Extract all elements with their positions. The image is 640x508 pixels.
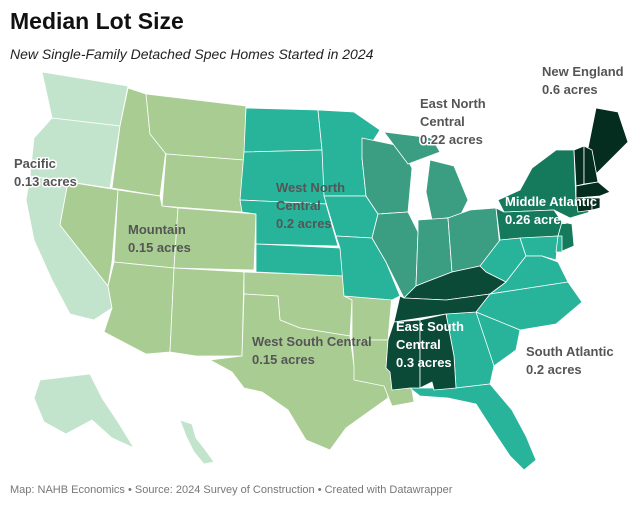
region-east-north-central[interactable] bbox=[361, 131, 501, 299]
state-wyoming bbox=[161, 153, 245, 213]
label-esc-value: 0.3 acres bbox=[396, 355, 452, 370]
page-title: Median Lot Size bbox=[10, 8, 184, 34]
label-wnc-name-1: West North bbox=[276, 180, 345, 195]
label-mountain-name: Mountain bbox=[128, 222, 186, 237]
state-vermont bbox=[573, 145, 585, 187]
label-new-england-name: New England bbox=[542, 64, 624, 79]
state-south-dakota bbox=[239, 149, 327, 205]
label-south-atlantic-value: 0.2 acres bbox=[526, 362, 582, 377]
region-west-south-central[interactable] bbox=[209, 271, 415, 451]
region-middle-atlantic[interactable] bbox=[495, 149, 591, 253]
region-pacific[interactable] bbox=[25, 71, 215, 465]
label-middle-atlantic-value: 0.26 acres bbox=[505, 212, 568, 227]
state-washington bbox=[41, 71, 129, 127]
label-new-england-value: 0.6 acres bbox=[542, 82, 598, 97]
state-colorado bbox=[173, 207, 257, 271]
state-rhode-island bbox=[591, 197, 601, 211]
state-alaska bbox=[33, 373, 135, 449]
region-mountain[interactable] bbox=[59, 87, 257, 357]
label-wnc-name-2: Central bbox=[276, 198, 321, 213]
label-esc-name-2: Central bbox=[396, 337, 441, 352]
region-east-south-central[interactable] bbox=[385, 265, 507, 391]
page-subtitle: New Single-Family Detached Spec Homes St… bbox=[10, 46, 374, 62]
label-esc-name-1: East South bbox=[396, 319, 464, 334]
state-kansas bbox=[255, 243, 345, 277]
state-arizona bbox=[103, 261, 175, 355]
label-enc-name-2: Central bbox=[420, 114, 465, 129]
state-florida bbox=[409, 383, 537, 471]
state-nevada bbox=[59, 181, 119, 287]
label-middle-atlantic-name: Middle Atlantic bbox=[505, 194, 597, 209]
label-wsc-value: 0.15 acres bbox=[252, 352, 315, 367]
label-enc-value: 0.22 acres bbox=[420, 132, 483, 147]
state-hawaii bbox=[179, 419, 215, 465]
region-south-atlantic[interactable] bbox=[409, 235, 583, 471]
label-enc-name-1: East North bbox=[420, 96, 486, 111]
us-region-map: Pacific 0.13 acres Mountain 0.15 acres W… bbox=[13, 63, 629, 471]
label-pacific-name: Pacific bbox=[14, 156, 56, 171]
state-alabama bbox=[419, 313, 457, 391]
state-delaware bbox=[555, 235, 563, 253]
state-north-dakota bbox=[243, 107, 323, 153]
label-south-atlantic-name: South Atlantic bbox=[526, 344, 614, 359]
state-tennessee bbox=[393, 293, 491, 323]
state-texas bbox=[209, 293, 389, 451]
label-mountain-value: 0.15 acres bbox=[128, 240, 191, 255]
state-maryland bbox=[519, 235, 559, 261]
state-new-mexico bbox=[169, 267, 245, 357]
label-wnc-value: 0.2 acres bbox=[276, 216, 332, 231]
state-massachusetts bbox=[575, 181, 611, 199]
region-new-england[interactable] bbox=[573, 107, 629, 213]
label-pacific-value: 0.13 acres bbox=[14, 174, 77, 189]
label-wsc-name: West South Central bbox=[252, 334, 372, 349]
region-labels: Pacific 0.13 acres Mountain 0.15 acres W… bbox=[13, 63, 626, 379]
map-footer: Map: NAHB Economics • Source: 2024 Surve… bbox=[10, 484, 453, 496]
